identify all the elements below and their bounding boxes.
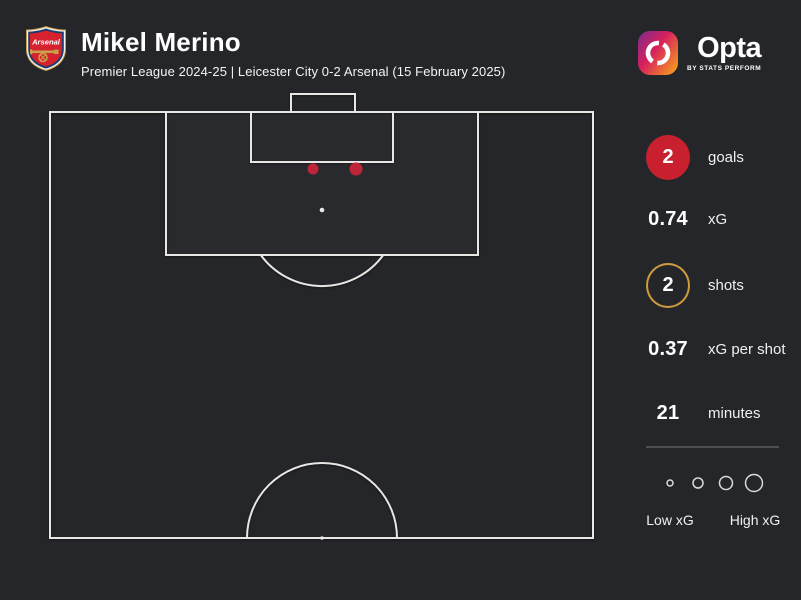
xg-label: xG bbox=[708, 210, 728, 228]
opta-byline: BY STATS PERFORM bbox=[687, 65, 762, 72]
legend-divider bbox=[646, 446, 779, 448]
stat-row-xg-per-shot: 0.37 xG per shot bbox=[632, 325, 800, 373]
goals-label: goals bbox=[708, 148, 744, 166]
legend-low-label: Low xG bbox=[646, 512, 694, 528]
centre-spot bbox=[320, 536, 324, 540]
stat-row-xg: 0.74 xG bbox=[632, 195, 800, 243]
centre-circle bbox=[246, 462, 398, 539]
shot-dot bbox=[307, 163, 319, 175]
legend-circle bbox=[692, 477, 704, 489]
crest-club-name: Arsenal bbox=[31, 38, 61, 47]
opta-logo: Opta BY STATS PERFORM bbox=[638, 31, 762, 75]
penalty-area bbox=[165, 111, 479, 256]
header-titles: Mikel Merino Premier League 2024-25 | Le… bbox=[81, 27, 505, 79]
shot-dot bbox=[349, 162, 363, 176]
penalty-arc bbox=[259, 254, 385, 288]
xg-per-shot-value: 0.37 bbox=[648, 337, 688, 360]
pitch-shotmap bbox=[49, 93, 594, 540]
xg-size-legend: Low xG High xG bbox=[640, 440, 784, 540]
six-yard-box bbox=[250, 111, 394, 163]
penalty-spot bbox=[319, 207, 325, 213]
stat-row-shots: 2 shots bbox=[632, 261, 800, 309]
stat-row-goals: 2 goals bbox=[632, 133, 800, 181]
legend-size-circles bbox=[666, 473, 764, 493]
shots-circle: 2 bbox=[646, 262, 690, 308]
minutes-value: 21 bbox=[656, 401, 680, 424]
legend-circle bbox=[744, 473, 764, 493]
crest-cannon bbox=[30, 49, 59, 63]
stat-row-minutes: 21 minutes bbox=[632, 389, 800, 437]
page-title: Mikel Merino bbox=[81, 27, 241, 57]
shots-label: shots bbox=[708, 276, 744, 294]
legend-high-label: High xG bbox=[729, 512, 781, 528]
opta-name: Opta bbox=[697, 32, 762, 64]
legend-circle bbox=[718, 475, 734, 491]
opta-logo-icon bbox=[638, 31, 678, 75]
match-subtitle: Premier League 2024-25 | Leicester City … bbox=[81, 64, 506, 79]
opta-wordmark: Opta BY STATS PERFORM bbox=[687, 32, 762, 73]
xg-value: 0.74 bbox=[648, 207, 688, 230]
arsenal-crest: Arsenal bbox=[26, 26, 66, 71]
goal-frame bbox=[290, 93, 356, 113]
legend-circle bbox=[666, 479, 674, 487]
goals-circle: 2 bbox=[646, 134, 690, 180]
shots-layer bbox=[307, 162, 363, 176]
xg-per-shot-label: xG per shot bbox=[708, 340, 786, 358]
minutes-label: minutes bbox=[708, 404, 761, 422]
